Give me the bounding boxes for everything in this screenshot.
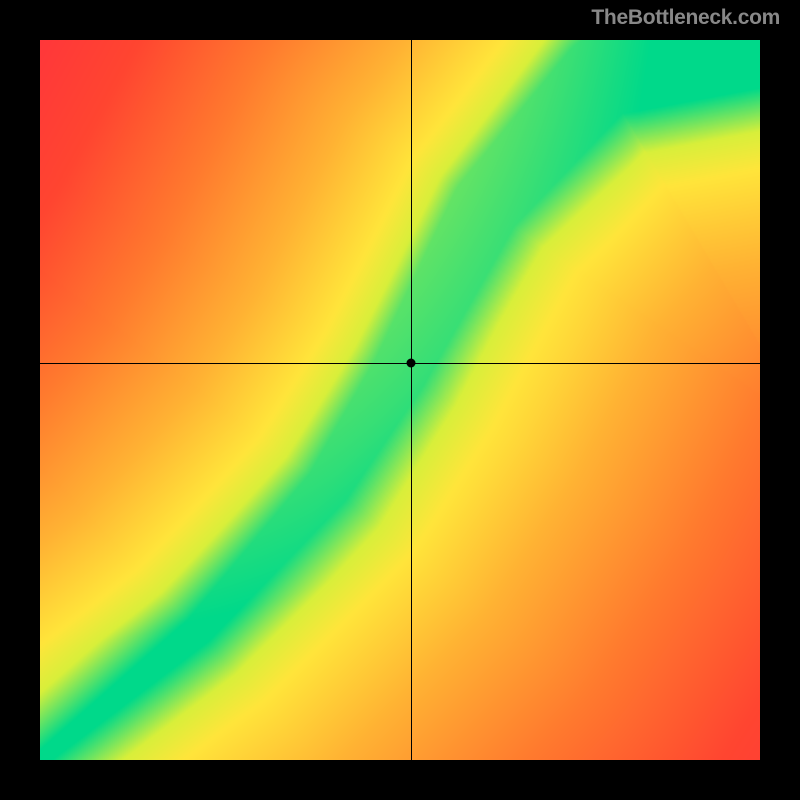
plot-area [40,40,760,760]
chart-container: TheBottleneck.com [0,0,800,800]
crosshair-vertical [411,40,412,760]
heatmap-canvas [40,40,760,760]
crosshair-horizontal [40,363,760,364]
crosshair-marker [406,358,415,367]
attribution-text: TheBottleneck.com [591,6,780,30]
